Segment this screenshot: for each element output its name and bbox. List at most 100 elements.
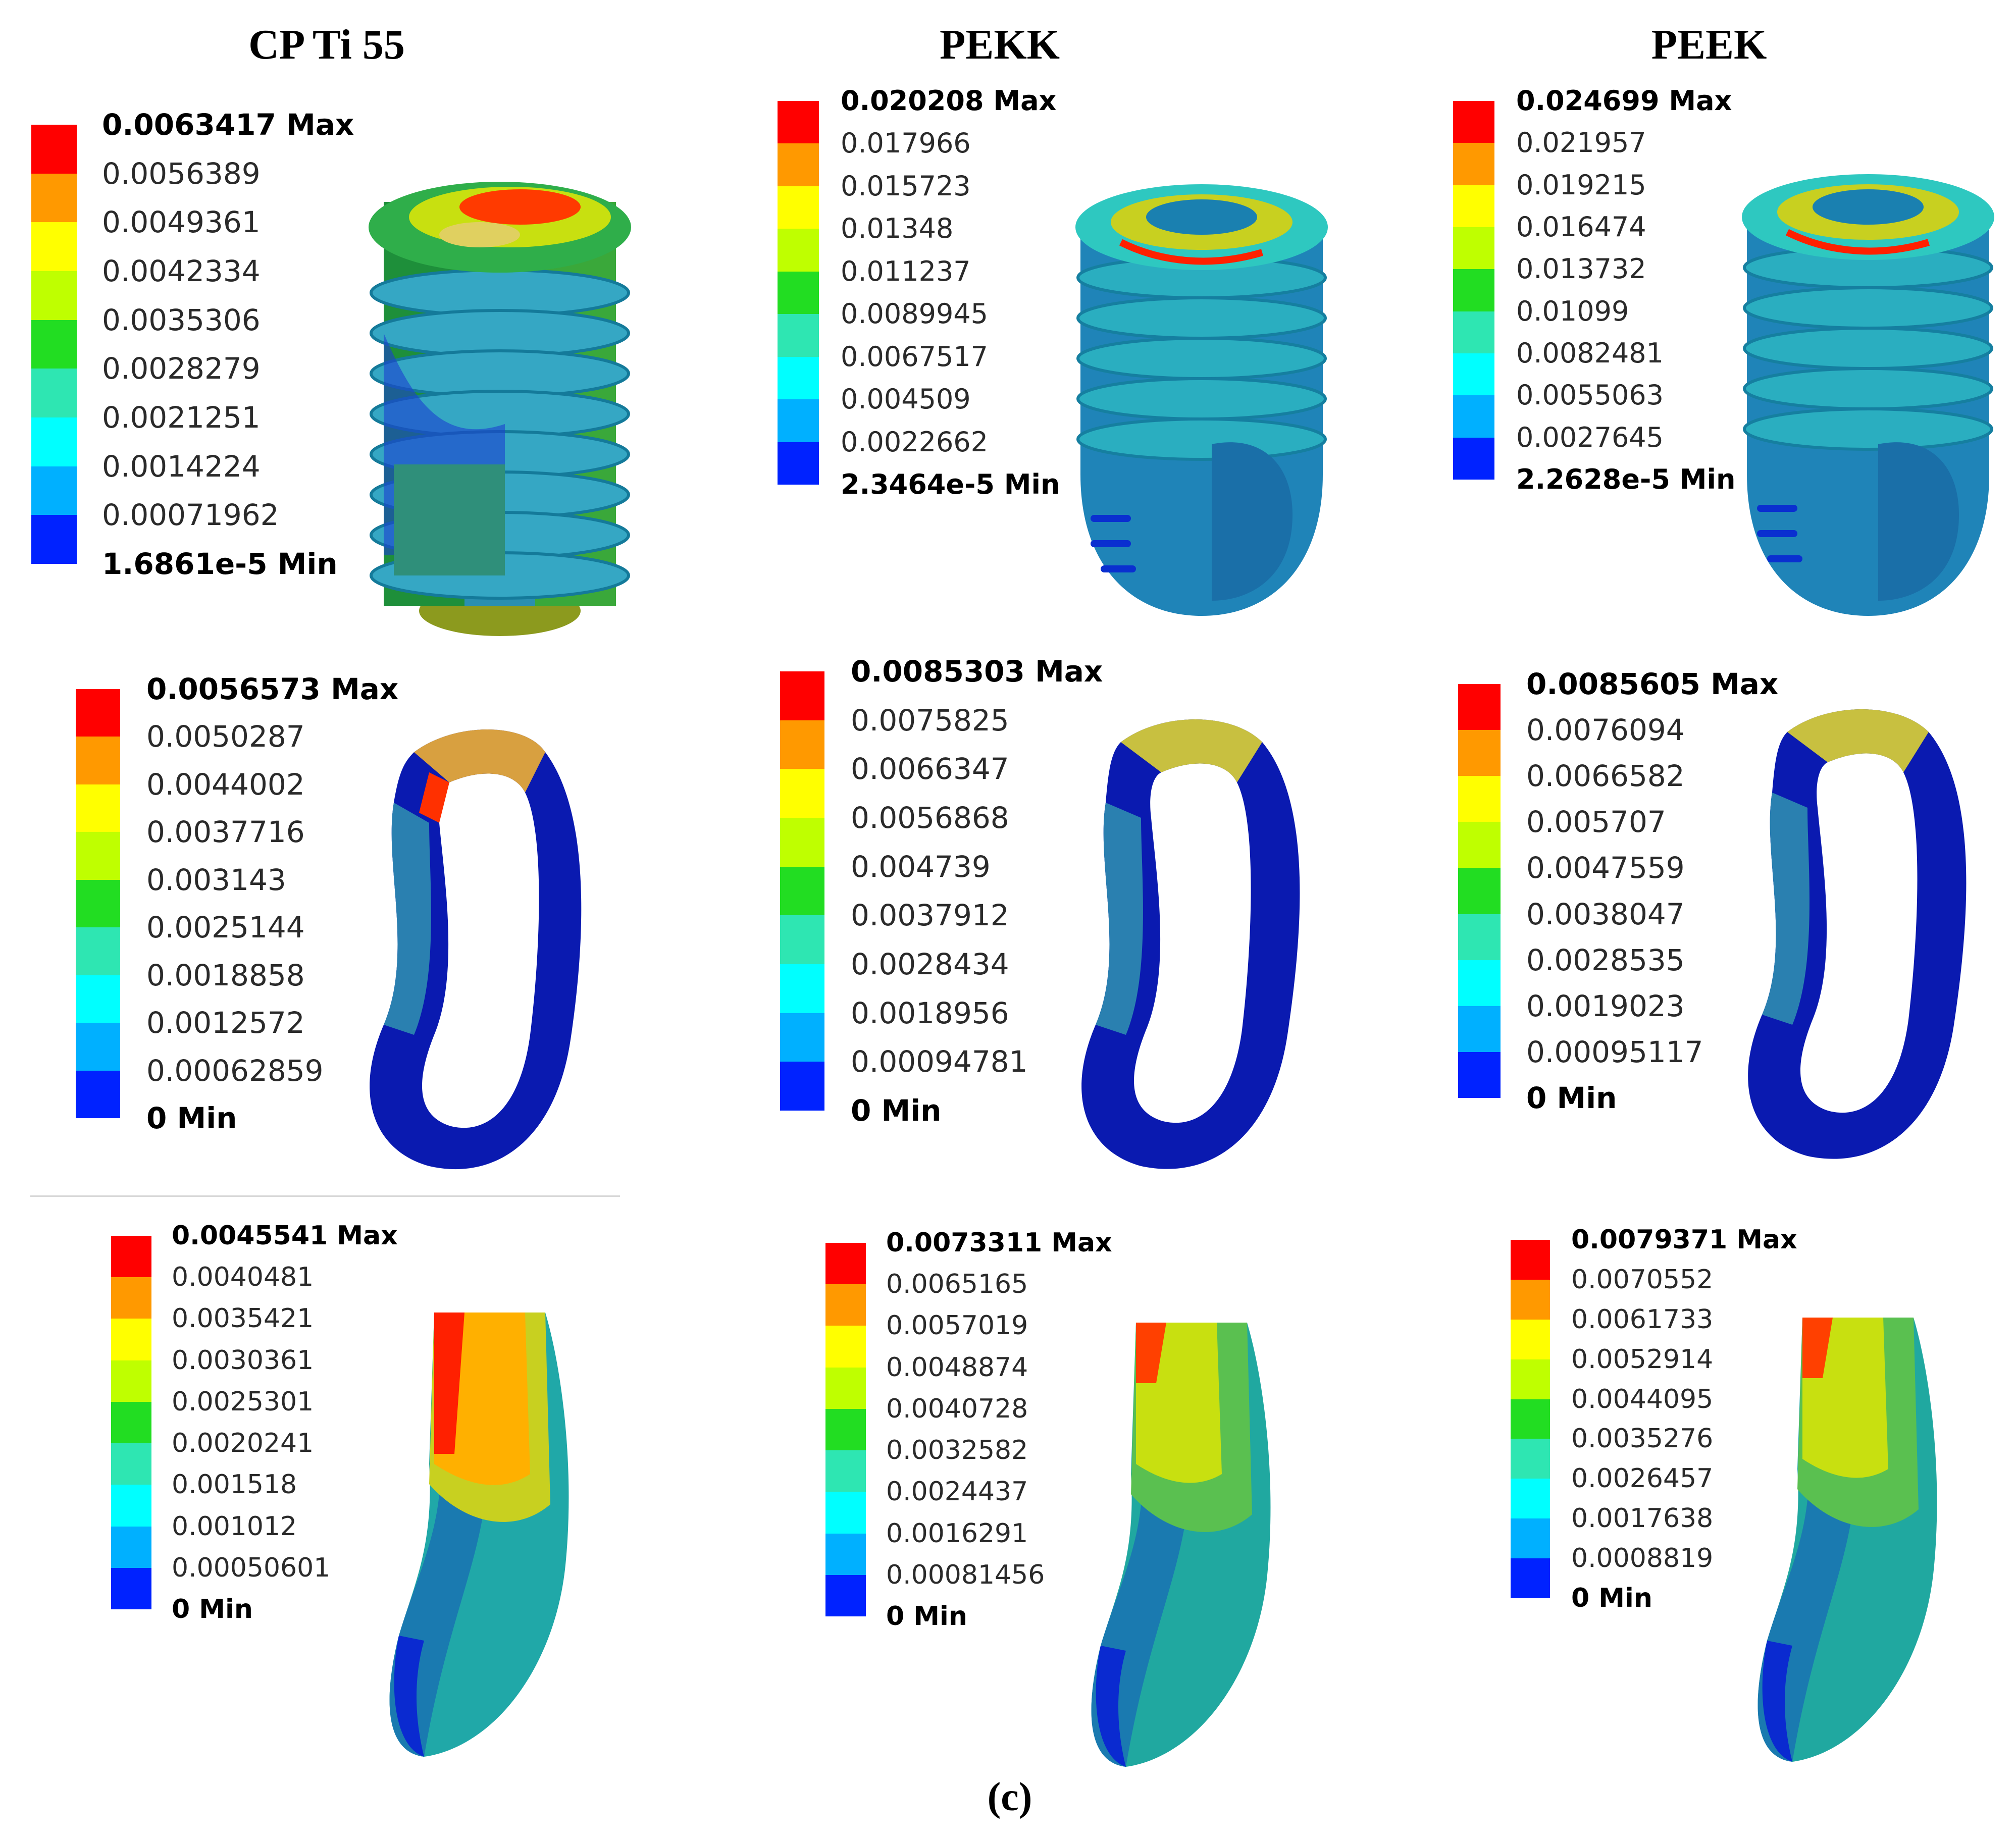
colorbar-segment — [31, 515, 77, 564]
legend-tick-label: 0.0056868 — [851, 801, 1009, 835]
legend-tick-label: 0.0056389 — [102, 156, 261, 191]
legend-tick-label: 0.0061733 — [1571, 1304, 1714, 1335]
legend-tick-label: 0.0028535 — [1526, 942, 1685, 977]
row-separator — [30, 1195, 620, 1197]
colorbar-segment — [1458, 868, 1501, 914]
colorbar-segment — [780, 915, 824, 964]
legend-tick-label: 0.0048874 — [886, 1352, 1028, 1383]
legend-max-label: 0.0085303 Max — [851, 654, 1103, 689]
colorbar-segment — [778, 442, 819, 485]
legend-tick-label: 0.0037912 — [851, 898, 1009, 933]
cortical-bone-pekk — [1081, 719, 1300, 1169]
colorbar-segment — [1511, 1399, 1550, 1439]
colorbar — [825, 1243, 866, 1616]
colorbar-segment — [1458, 684, 1501, 730]
colorbar-segment — [825, 1450, 866, 1492]
colorbar-segment — [111, 1485, 151, 1527]
legend-tick-label: 0.0042334 — [102, 254, 261, 288]
legend-tick-label: 0.0019023 — [1526, 988, 1685, 1023]
colorbar-segment — [825, 1284, 866, 1326]
colorbar-segment — [111, 1319, 151, 1360]
legend-tick-label: 0.0076094 — [1526, 713, 1685, 748]
legend-tick-label: 0.0016291 — [886, 1518, 1028, 1549]
legend-tick-label: 0.0008819 — [1571, 1543, 1714, 1574]
figure-caption: (c) — [987, 1775, 1032, 1819]
colorbar-segment — [1511, 1359, 1550, 1399]
legend-tick-label: 0.0014224 — [102, 449, 261, 484]
colorbar-segment — [1511, 1518, 1550, 1558]
legend-max-label: 0.020208 Max — [841, 85, 1057, 117]
colorbar-segment — [1458, 960, 1501, 1006]
colorbar-segment — [111, 1360, 151, 1402]
legend-tick-label: 0.0020241 — [172, 1428, 314, 1459]
legend-tick-label: 0.0052914 — [1571, 1344, 1714, 1375]
legend-min-label: 0 Min — [886, 1601, 967, 1632]
colorbar — [111, 1236, 151, 1609]
colorbar-segment — [1458, 1052, 1501, 1098]
implant-cp-ti-55 — [369, 182, 631, 636]
legend-min-label: 0 Min — [146, 1101, 237, 1135]
colorbar-segment — [31, 222, 77, 271]
colorbar-segment — [31, 173, 77, 223]
legend-tick-label: 0.017966 — [841, 127, 971, 160]
implant-pekk — [1075, 184, 1328, 616]
colorbar-segment — [778, 399, 819, 442]
colorbar — [780, 671, 824, 1111]
colorbar-segment — [31, 466, 77, 515]
colorbar-segment — [778, 229, 819, 272]
cortical-bone-cp-ti-55 — [370, 729, 582, 1170]
column-title-cp-ti-55: CP Ti 55 — [248, 21, 405, 68]
colorbar-segment — [780, 1013, 824, 1062]
legend-tick-label: 0.0040481 — [172, 1262, 314, 1293]
legend-tick-label: 0.0089945 — [841, 298, 989, 330]
colorbar-segment — [825, 1408, 866, 1451]
colorbar-segment — [1453, 311, 1494, 353]
colorbar — [76, 689, 120, 1118]
colorbar-segment — [1453, 101, 1494, 143]
legend-tick-label: 0.0075825 — [851, 703, 1009, 738]
colorbar-segment — [111, 1401, 151, 1444]
colorbar-segment — [76, 975, 120, 1023]
legend-tick-label: 0.00050601 — [172, 1552, 331, 1583]
colorbar-segment — [31, 271, 77, 320]
legend-tick-label: 0.0049361 — [102, 205, 261, 240]
colorbar-segment — [1453, 269, 1494, 311]
colorbar-segment — [111, 1443, 151, 1485]
colorbar-segment — [778, 101, 819, 144]
colorbar — [1458, 684, 1501, 1098]
legend-tick-label: 0.004509 — [841, 383, 971, 415]
legend-min-label: 1.6861e-5 Min — [102, 547, 338, 581]
legend-tick-label: 0.0038047 — [1526, 897, 1685, 931]
colorbar-segment — [76, 737, 120, 784]
legend-tick-label: 0.015723 — [841, 170, 971, 202]
legend-tick-label: 0.0082481 — [1516, 337, 1664, 369]
legend-tick-label: 0.0066347 — [851, 752, 1009, 786]
colorbar-segment — [1453, 185, 1494, 227]
legend-tick-label: 0.019215 — [1516, 169, 1646, 201]
colorbar-segment — [1458, 730, 1501, 776]
legend-tick-label: 0.0055063 — [1516, 379, 1664, 411]
legend-tick-label: 0.0024437 — [886, 1477, 1028, 1507]
colorbar-segment — [778, 143, 819, 186]
colorbar-segment — [780, 1062, 824, 1111]
legend-tick-label: 0.00071962 — [102, 498, 279, 533]
colorbar-segment — [780, 769, 824, 818]
legend-tick-label: 0.0032582 — [886, 1435, 1028, 1466]
legend-tick-label: 0.005707 — [1526, 805, 1666, 839]
legend-max-label: 0.0045541 Max — [172, 1221, 398, 1251]
colorbar-segment — [31, 320, 77, 369]
cancellous-bone-peek — [1757, 1318, 1937, 1762]
colorbar — [778, 101, 819, 485]
legend-tick-label: 0.0057019 — [886, 1310, 1028, 1341]
legend-tick-label: 0.0025144 — [146, 910, 305, 945]
legend-max-label: 0.0073311 Max — [886, 1228, 1112, 1258]
colorbar-segment — [76, 689, 120, 737]
legend-tick-label: 0.004739 — [851, 849, 991, 884]
colorbar-segment — [76, 879, 120, 928]
legend-tick-label: 0.0044095 — [1571, 1384, 1714, 1414]
colorbar-segment — [778, 314, 819, 357]
legend-tick-label: 0.0018956 — [851, 995, 1009, 1030]
legend-min-label: 0 Min — [172, 1594, 253, 1624]
colorbar-segment — [1453, 353, 1494, 396]
colorbar-segment — [76, 1070, 120, 1118]
